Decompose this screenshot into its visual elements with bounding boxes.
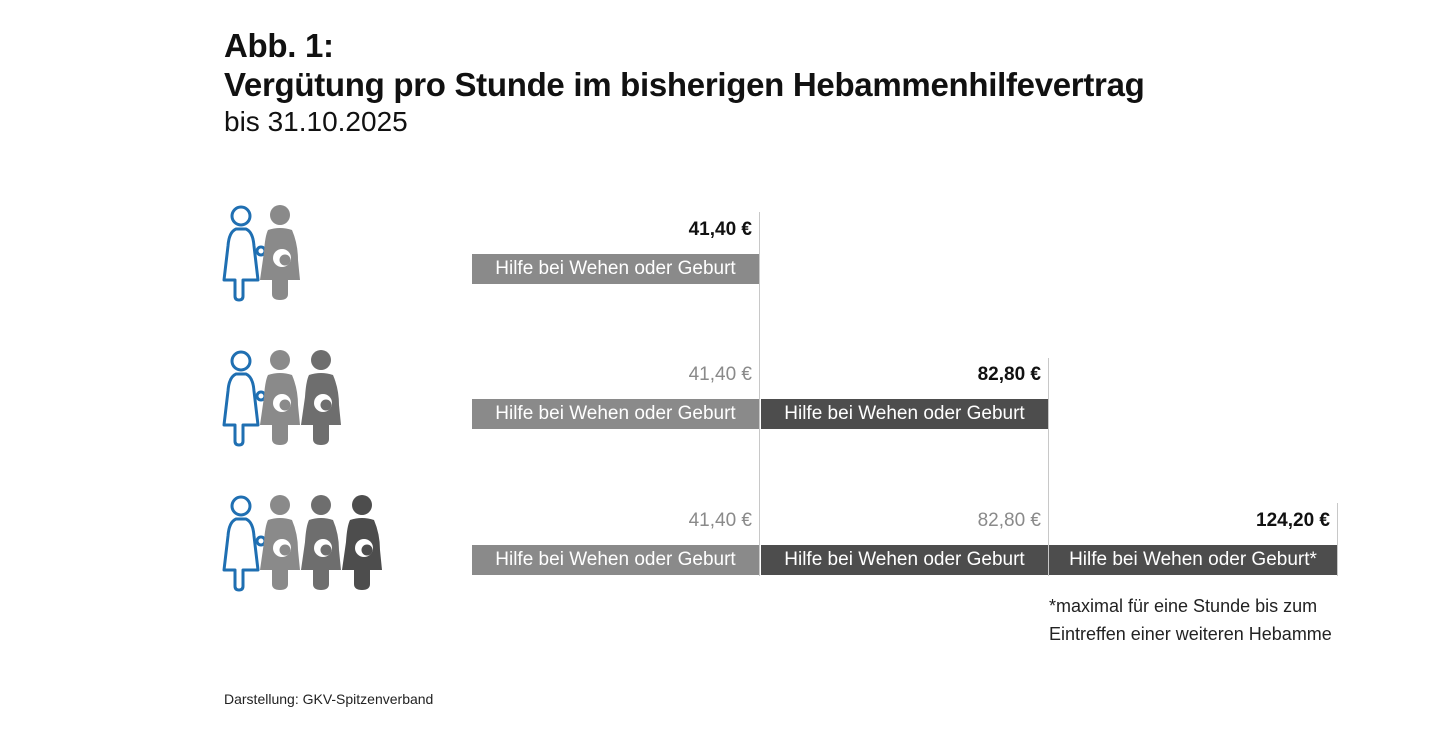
row-1-icons: [222, 204, 306, 307]
row-3-bar-3: Hilfe bei Wehen oder Geburt*: [1049, 545, 1337, 575]
guide-line-1: [759, 212, 760, 576]
row-2-bar-2: Hilfe bei Wehen oder Geburt: [761, 399, 1048, 429]
pregnant-woman-icon: [260, 205, 300, 300]
row-1-bar-1: Hilfe bei Wehen oder Geburt: [472, 254, 759, 284]
pregnant-woman-icon: [342, 495, 382, 590]
row-3-bar-2: Hilfe bei Wehen oder Geburt: [761, 545, 1048, 575]
row-3-icon-svg: [222, 495, 382, 592]
figure-label: Abb. 1:: [224, 27, 334, 64]
footnote: *maximal für eine Stunde bis zum Eintref…: [1049, 596, 1332, 644]
guide-line-3: [1337, 503, 1338, 576]
midwife-outline-icon: [222, 205, 267, 302]
figure-subtitle: bis 31.10.2025: [224, 106, 408, 137]
pregnant-woman-icon: [301, 495, 341, 590]
row-3-amount-1: 41,40 €: [688, 510, 752, 531]
row-2-icon-svg: [222, 350, 341, 447]
row-2-amount-1: 41,40 €: [688, 364, 752, 385]
row-3-icons: [222, 494, 386, 597]
row-2-icons: [222, 349, 346, 452]
row-3-amount-3: 124,20 €: [1256, 510, 1330, 531]
row-2-bar-1: Hilfe bei Wehen oder Geburt: [472, 399, 759, 429]
row-2-amount-2: 82,80 €: [977, 364, 1041, 385]
midwife-outline-icon: [222, 350, 267, 447]
pregnant-woman-icon: [260, 350, 300, 445]
pregnant-woman-icon: [260, 495, 300, 590]
row-1-icon-svg: [222, 205, 300, 302]
row-1-amount-1: 41,40 €: [688, 219, 752, 240]
source-credit: Darstellung: GKV-Spitzenverband: [224, 691, 434, 707]
pregnant-woman-icon: [301, 350, 341, 445]
row-3-amount-2: 82,80 €: [977, 510, 1041, 531]
row-3-bar-1: Hilfe bei Wehen oder Geburt: [472, 545, 759, 575]
guide-line-2: [1048, 358, 1049, 576]
figure-title: Vergütung pro Stunde im bisherigen Hebam…: [224, 66, 1145, 103]
midwife-outline-icon: [222, 495, 267, 592]
